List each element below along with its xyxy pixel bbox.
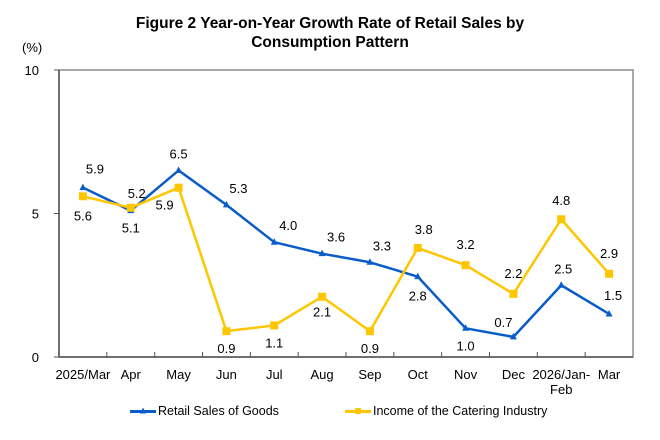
data-point-marker (509, 332, 517, 340)
data-point-marker (78, 192, 87, 201)
x-tick-label: 2025/Mar (55, 367, 111, 382)
chart-title: Figure 2 Year-on-Year Growth Rate of Ret… (0, 14, 660, 52)
square-marker-icon (355, 407, 361, 414)
data-label: 2.1 (313, 305, 331, 320)
y-tick-label: 10 (25, 63, 39, 78)
data-label: 1.0 (457, 338, 475, 353)
data-point-marker (509, 289, 518, 298)
legend-label-retail-sales: Retail Sales of Goods (158, 404, 279, 418)
data-label: 5.9 (86, 162, 104, 177)
legend-item-retail-sales: Retail Sales of Goods (130, 404, 279, 418)
chart-title-line-2: Consumption Pattern (251, 34, 409, 51)
legend-swatch-catering-income (345, 407, 371, 414)
x-tick-label: Sep (358, 367, 381, 382)
data-point-marker (318, 249, 326, 257)
x-tick-label: Aug (311, 367, 334, 382)
x-tick-label: Mar (598, 367, 621, 382)
data-point-marker (222, 200, 230, 208)
data-point-marker (605, 269, 614, 278)
x-tick-label: Jun (216, 367, 237, 382)
data-label: 2.8 (409, 289, 427, 304)
data-point-marker (79, 183, 87, 191)
legend-swatch-retail-sales (130, 407, 156, 414)
data-label: 5.2 (128, 186, 146, 201)
data-label: 5.3 (229, 181, 247, 196)
data-label: 0.7 (494, 315, 512, 330)
x-tick-label: Nov (454, 367, 478, 382)
data-point-marker (414, 272, 422, 280)
y-tick-label: 5 (32, 207, 39, 222)
data-label: 5.6 (74, 208, 92, 223)
data-point-marker (461, 261, 470, 270)
data-point-marker (126, 203, 135, 212)
x-tick-label: 2026/Jan- (532, 367, 590, 382)
x-tick-label: Feb (550, 382, 572, 397)
data-point-marker (413, 243, 422, 252)
data-label: 3.2 (457, 237, 475, 252)
data-point-marker (557, 281, 565, 288)
data-label: 3.6 (327, 230, 345, 245)
series-line-catering-income (82, 186, 611, 333)
data-point-marker (270, 321, 279, 330)
data-point-marker (605, 309, 613, 317)
data-point-marker (365, 327, 374, 336)
legend-item-catering-income: Income of the Catering Industry (345, 404, 547, 418)
data-point-marker (174, 183, 183, 192)
x-tick-label: May (166, 367, 191, 382)
y-axis-unit-label: (%) (22, 40, 43, 55)
data-label: 2.9 (600, 246, 618, 261)
data-label: 1.1 (265, 335, 283, 350)
series-line-retail-sales (82, 169, 610, 339)
x-tick-label: Jul (266, 367, 283, 382)
x-tick-label: Dec (502, 367, 526, 382)
data-label: 4.0 (279, 218, 297, 233)
data-label: 6.5 (170, 146, 188, 161)
x-tick-label: Apr (121, 367, 142, 382)
data-point-marker (270, 238, 278, 245)
data-label: 2.2 (504, 266, 522, 281)
data-point-marker (222, 327, 231, 336)
data-label: 0.9 (361, 341, 379, 356)
y-tick-label: 0 (32, 350, 39, 365)
data-label: 3.3 (373, 238, 391, 253)
data-point-marker (462, 324, 470, 331)
data-label: 5.9 (156, 198, 174, 213)
data-label: 3.8 (415, 222, 433, 237)
data-label: 1.5 (604, 288, 622, 303)
x-tick-label: Oct (408, 367, 429, 382)
data-label: 5.1 (122, 221, 140, 236)
chart-title-line-1: Figure 2 Year-on-Year Growth Rate of Ret… (135, 15, 525, 32)
data-label: 0.9 (217, 341, 235, 356)
data-point-marker (318, 292, 327, 301)
legend-label-catering-income: Income of the Catering Industry (373, 404, 548, 418)
triangle-marker-icon (140, 407, 146, 414)
data-point-marker (175, 166, 183, 173)
data-label: 4.8 (552, 193, 570, 208)
data-label: 2.5 (554, 261, 572, 276)
data-point-marker (557, 215, 566, 224)
data-point-marker (366, 258, 374, 265)
